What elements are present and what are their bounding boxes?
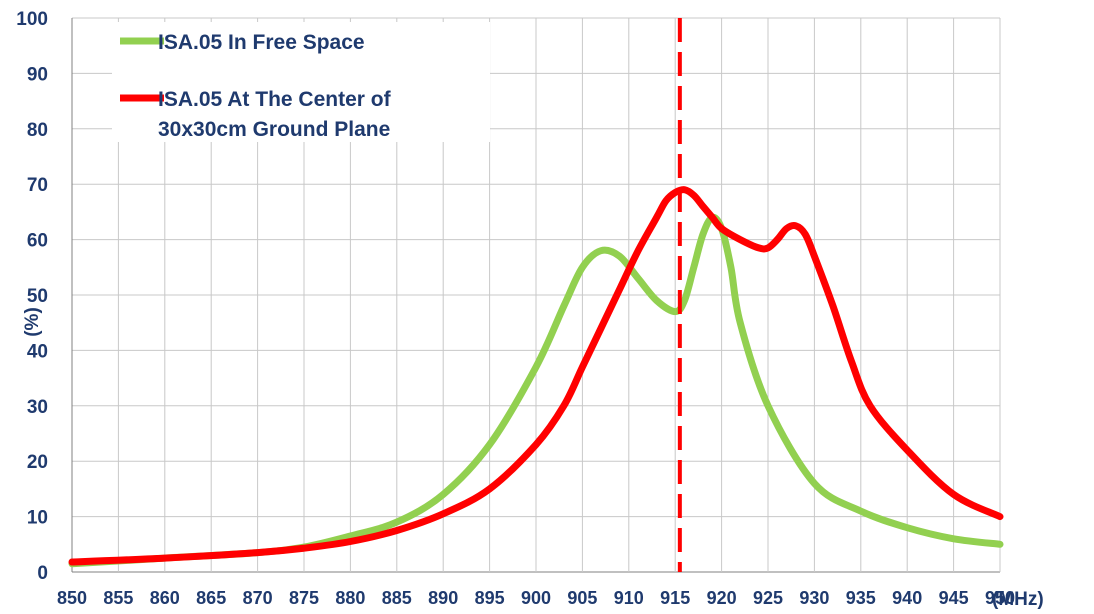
legend-label-ground-plane-line1: ISA.05 At The Center of [158,88,392,111]
x-tick-label: 865 [196,588,226,608]
x-tick-label: 885 [382,588,412,608]
x-tick-label: 850 [57,588,87,608]
y-tick-label: 70 [27,175,48,196]
y-tick-label: 50 [27,286,48,307]
y-tick-label: 90 [27,64,48,85]
y-tick-label: 0 [37,563,48,584]
y-axis-label: (%) [22,307,43,337]
x-tick-label: 945 [939,588,969,608]
x-axis-ticks: 850 855 860 865 870 875 880 885 890 895 900 905 910 9… [57,588,1015,608]
x-tick-label: 935 [846,588,876,608]
x-tick-label: 895 [475,588,505,608]
y-tick-label: 40 [27,341,48,362]
x-tick-label: 930 [799,588,829,608]
x-tick-label: 905 [567,588,597,608]
y-tick-label: 10 [27,508,48,529]
legend: ISA.05 In Free Space ISA.05 At The Cente… [112,22,490,142]
y-axis-ticks: 0 10 20 30 40 50 60 70 80 90 100 [16,9,48,584]
legend-label-free-space: ISA.05 In Free Space [158,31,365,54]
x-tick-label: 920 [707,588,737,608]
x-tick-label: 915 [660,588,690,608]
x-tick-label: 910 [614,588,644,608]
x-tick-label: 875 [289,588,319,608]
y-tick-label: 100 [16,9,48,30]
x-tick-label: 855 [103,588,133,608]
y-tick-label: 30 [27,397,48,418]
x-tick-label: 900 [521,588,551,608]
y-tick-label: 20 [27,452,48,473]
x-tick-label: 925 [753,588,783,608]
x-axis-label: (MHz) [992,589,1044,610]
legend-label-ground-plane-line2: 30x30cm Ground Plane [158,118,390,141]
x-tick-label: 880 [335,588,365,608]
x-tick-label: 940 [892,588,922,608]
y-tick-label: 80 [27,120,48,141]
x-tick-label: 870 [243,588,273,608]
y-tick-label: 60 [27,231,48,252]
x-tick-label: 890 [428,588,458,608]
x-tick-label: 860 [150,588,180,608]
